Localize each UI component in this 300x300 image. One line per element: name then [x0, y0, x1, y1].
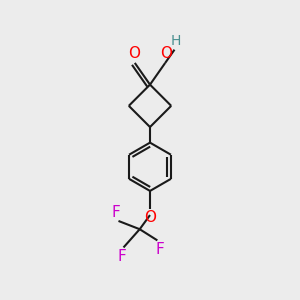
Text: O: O: [128, 46, 140, 62]
Text: O: O: [160, 46, 172, 62]
Text: F: F: [112, 206, 121, 220]
Text: F: F: [155, 242, 164, 256]
Text: O: O: [144, 210, 156, 225]
Text: F: F: [117, 249, 126, 264]
Text: H: H: [171, 34, 181, 48]
